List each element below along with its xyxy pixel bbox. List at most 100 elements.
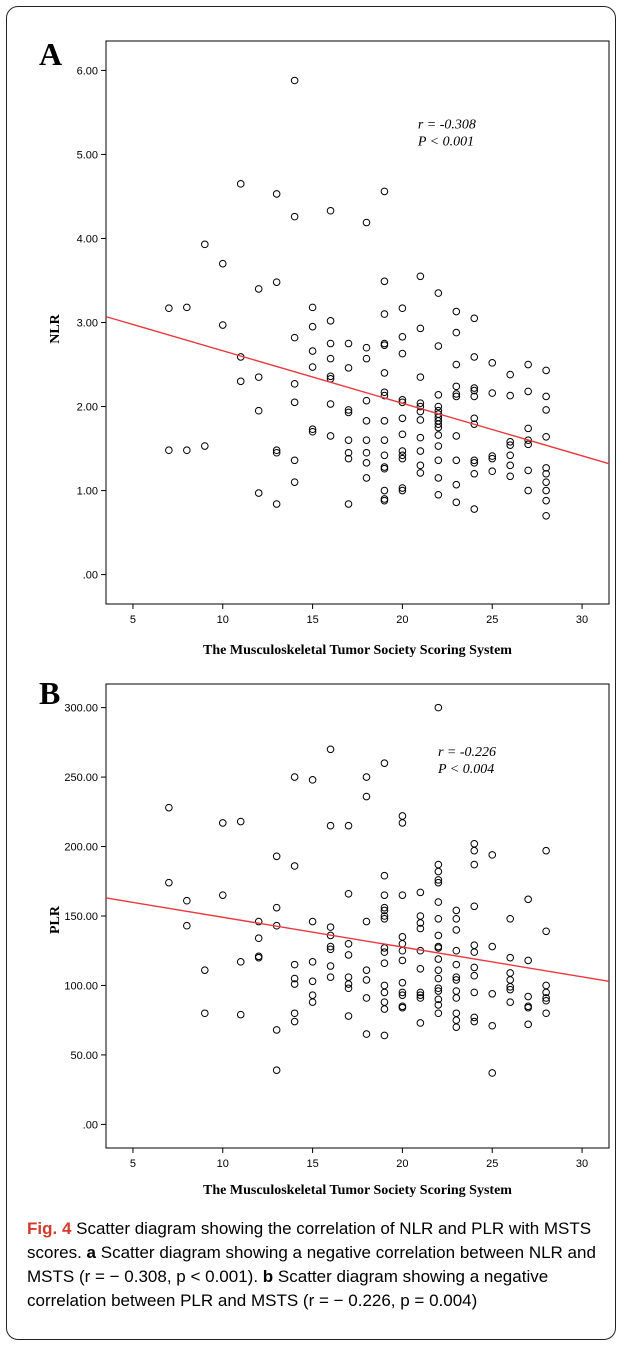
- data-point: [362, 459, 371, 467]
- data-point: [470, 505, 479, 513]
- data-point: [488, 359, 497, 367]
- y-tick-label: .00: [83, 1119, 98, 1131]
- y-tick-label: 3.00: [77, 318, 98, 330]
- data-point: [290, 212, 299, 221]
- data-point: [434, 423, 443, 432]
- data-point: [452, 946, 461, 955]
- data-point: [470, 353, 479, 361]
- data-point: [470, 469, 479, 478]
- data-point: [380, 981, 389, 990]
- data-point: [183, 303, 191, 312]
- data-point: [506, 472, 514, 481]
- data-point: [506, 370, 514, 379]
- data-point: [326, 942, 335, 951]
- data-point: [434, 944, 443, 952]
- data-point: [542, 469, 550, 478]
- data-point: [416, 373, 425, 381]
- data-point: [183, 896, 191, 905]
- correlation-r-label: r = -0.226: [438, 745, 496, 760]
- regression-line: [105, 897, 610, 982]
- data-point: [344, 406, 353, 414]
- data-point: [236, 1010, 245, 1019]
- data-point: [362, 976, 371, 984]
- data-point: [344, 500, 353, 508]
- data-point: [165, 304, 173, 313]
- data-point: [326, 354, 335, 363]
- data-point: [398, 304, 407, 313]
- data-point: [434, 987, 443, 995]
- data-point: [506, 914, 514, 923]
- data-point: [380, 948, 389, 956]
- data-point: [470, 420, 479, 428]
- data-point: [326, 400, 335, 408]
- data-point: [470, 971, 479, 980]
- data-point: [380, 759, 389, 767]
- data-point: [326, 317, 335, 325]
- data-point: [416, 991, 425, 999]
- data-point: [542, 988, 550, 997]
- data-point: [326, 923, 335, 931]
- data-point: [183, 446, 191, 455]
- data-point: [380, 903, 389, 912]
- plot-border-b: [105, 683, 610, 1149]
- data-point: [434, 878, 443, 887]
- data-point: [434, 914, 443, 923]
- data-point: [542, 432, 550, 441]
- data-point: [290, 862, 299, 870]
- data-point: [542, 406, 550, 414]
- data-point: [236, 180, 245, 188]
- scatter-chart-b: B .00 50.00 100.00 150.00 200.00 250.00 300.00…: [39, 675, 610, 1198]
- data-point: [398, 991, 407, 999]
- data-point: [254, 934, 263, 943]
- data-point: [452, 307, 461, 316]
- data-point: [434, 984, 443, 993]
- data-point: [272, 190, 281, 198]
- data-point: [201, 240, 209, 249]
- y-tick-label: 100.00: [64, 980, 98, 992]
- data-point: [506, 461, 514, 470]
- data-point: [398, 946, 407, 955]
- data-point: [344, 821, 353, 830]
- panel-label-a: A: [39, 36, 62, 72]
- data-point: [272, 852, 281, 861]
- correlation-p-label: P < 0.004: [437, 762, 494, 777]
- data-point: [326, 962, 335, 970]
- data-point: [524, 360, 532, 369]
- data-point: [308, 322, 317, 331]
- data-point: [542, 496, 550, 505]
- data-point: [470, 459, 479, 467]
- data-point: [434, 1001, 443, 1009]
- data-point: [434, 342, 443, 350]
- caption-part-b-text: Scatter diagram showing a negative corre…: [27, 1267, 549, 1310]
- data-point: [416, 416, 425, 424]
- x-tick-label: 15: [306, 614, 318, 626]
- data-point: [398, 988, 407, 997]
- data-point: [326, 945, 335, 954]
- data-point: [452, 1009, 461, 1018]
- data-point: [542, 366, 550, 375]
- data-point: [452, 994, 461, 1002]
- data-point: [524, 424, 532, 433]
- data-point: [236, 958, 245, 966]
- data-point: [290, 980, 299, 988]
- data-point: [290, 478, 299, 486]
- data-point: [488, 989, 497, 998]
- x-tick-label: 10: [217, 1158, 229, 1170]
- x-axis-label: The Musculoskeletal Tumor Society Scorin…: [203, 643, 512, 658]
- data-point: [434, 876, 443, 884]
- data-point: [380, 998, 389, 1006]
- data-point: [380, 871, 389, 880]
- correlation-r-label: r = -0.308: [418, 117, 476, 132]
- data-point: [380, 436, 389, 444]
- data-point: [308, 977, 317, 986]
- data-point: [452, 906, 461, 915]
- data-point: [434, 955, 443, 963]
- data-point: [201, 1009, 209, 1018]
- data-point: [506, 953, 514, 962]
- data-point: [326, 745, 335, 754]
- x-tick-label: 5: [130, 614, 136, 626]
- data-point: [398, 451, 407, 460]
- data-point: [542, 994, 550, 1002]
- data-point: [416, 469, 425, 477]
- data-point: [506, 976, 514, 984]
